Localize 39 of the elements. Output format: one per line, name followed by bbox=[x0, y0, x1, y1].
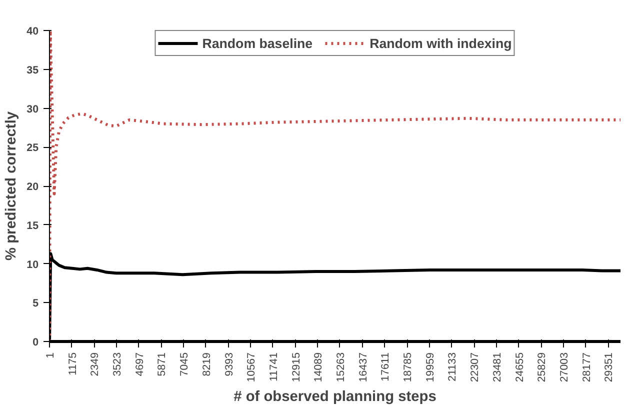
x-tick-label: 1175 bbox=[66, 352, 79, 376]
x-tick-label: 10567 bbox=[246, 352, 258, 382]
x-tick-label: 19959 bbox=[424, 352, 436, 382]
legend-label: Random baseline bbox=[202, 36, 313, 50]
y-tick-label: 40 bbox=[26, 26, 39, 38]
y-tick-label: 10 bbox=[26, 258, 39, 271]
y-axis-title: % predicted correctly bbox=[4, 110, 20, 261]
x-tick-label: 23481 bbox=[491, 352, 504, 382]
x-tick-label: 14089 bbox=[312, 352, 325, 382]
x-tick-label: 2349 bbox=[89, 352, 102, 376]
x-tick-label: 22307 bbox=[469, 352, 482, 382]
x-tick-label: 25829 bbox=[536, 352, 548, 382]
x-tick-label: 27003 bbox=[558, 352, 570, 382]
x-tick-label: 5871 bbox=[156, 352, 168, 376]
y-tick-label: 0 bbox=[32, 336, 39, 348]
x-tick-label: 18785 bbox=[402, 352, 414, 382]
x-tick-label: 12915 bbox=[290, 352, 302, 382]
x-tick-label: 16437 bbox=[357, 352, 370, 382]
x-tick-label: 29351 bbox=[603, 352, 616, 382]
x-tick-label: 3523 bbox=[112, 352, 124, 376]
x-tick-label: 7045 bbox=[178, 352, 191, 376]
x-tick-label: 24655 bbox=[514, 352, 526, 382]
x-tick-label: 17611 bbox=[380, 352, 392, 382]
x-tick-label: 9393 bbox=[223, 352, 236, 376]
y-tick-label: 15 bbox=[26, 220, 39, 232]
y-tick-label: 5 bbox=[32, 298, 39, 310]
x-tick-label: 28177 bbox=[580, 352, 593, 382]
x-axis-title: # of observed planning steps bbox=[234, 389, 436, 406]
y-tick-label: 25 bbox=[26, 142, 39, 154]
legend-label: Random with indexing bbox=[370, 36, 512, 50]
y-tick-label: 20 bbox=[26, 181, 39, 193]
y-tick-label: 30 bbox=[26, 103, 39, 116]
x-tick-label: 21133 bbox=[446, 352, 459, 382]
y-tick-label: 35 bbox=[26, 64, 39, 76]
x-tick-label: 1 bbox=[44, 352, 56, 358]
x-tick-label: 8219 bbox=[200, 352, 213, 376]
x-tick-label: 15263 bbox=[334, 352, 347, 382]
x-tick-label: 11741 bbox=[268, 352, 280, 382]
x-tick-label: 4697 bbox=[134, 352, 146, 376]
